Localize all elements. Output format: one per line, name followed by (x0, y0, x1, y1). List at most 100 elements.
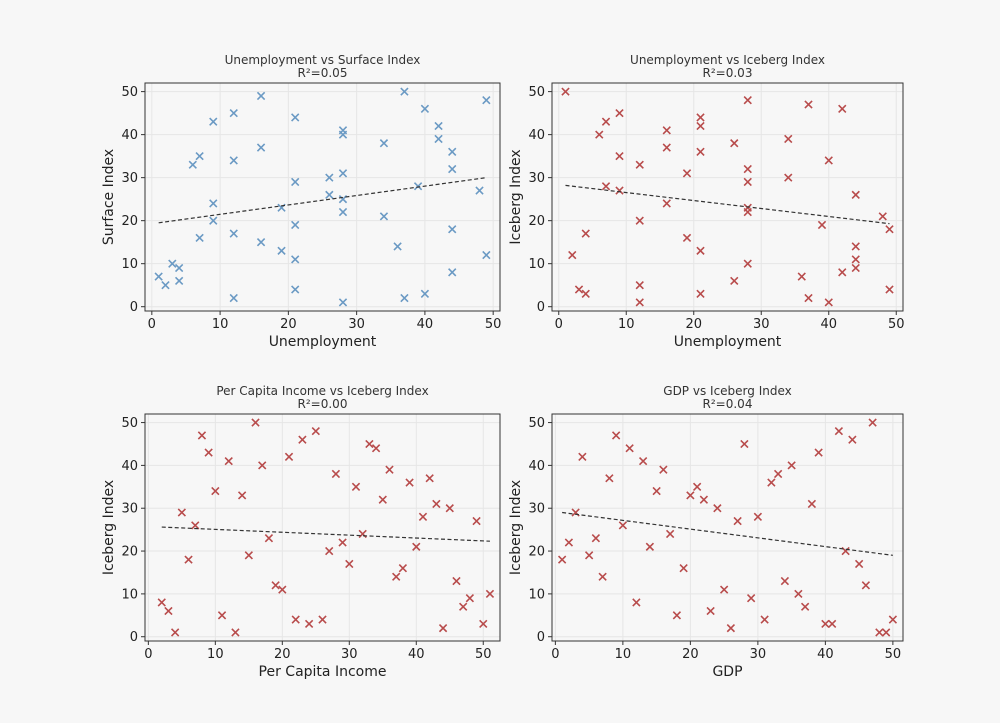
grid (145, 83, 500, 311)
data-point (398, 564, 408, 573)
y-tick-label: 30 (528, 171, 545, 186)
plot-frame (144, 413, 501, 642)
data-point (475, 186, 484, 195)
data-point (224, 456, 233, 466)
data-point (827, 619, 837, 629)
data-point (821, 619, 830, 629)
y-tick-label: 30 (121, 171, 138, 186)
data-point (686, 491, 695, 500)
x-axis-label: GDP (712, 664, 742, 680)
data-point (418, 512, 428, 521)
chart-panel-4: 0 10 20 30 40 50 0 10 20 30 40 50 GDP vs Iceberg Ind… (508, 384, 904, 680)
data-point (851, 242, 860, 251)
data-point (682, 233, 692, 243)
y-tick-label: 20 (528, 214, 545, 229)
data-point (632, 598, 641, 607)
data-point (625, 444, 634, 453)
data-point (184, 555, 193, 564)
data-point (611, 431, 621, 440)
data-point (209, 216, 218, 225)
y-tick-label: 30 (528, 502, 545, 517)
data-point (645, 542, 655, 551)
data-point (291, 255, 300, 264)
data-point (237, 491, 247, 500)
data-point (358, 529, 367, 539)
x-tick-label: 30 (341, 647, 358, 662)
trend-line (158, 177, 487, 224)
data-point (696, 147, 705, 156)
data-point (420, 289, 430, 298)
data-point (598, 572, 607, 581)
data-point (662, 126, 671, 135)
data-point (209, 199, 218, 208)
data-point (174, 276, 184, 286)
x-tick-label: 30 (750, 647, 767, 662)
data-point (784, 173, 793, 182)
chart-subtitle: R²=0.04 (703, 397, 753, 411)
data-point (838, 268, 847, 277)
data-point (291, 615, 300, 624)
data-point (743, 207, 752, 217)
data-point (195, 233, 204, 243)
data-point (743, 177, 752, 187)
data-point (561, 87, 570, 96)
chart-title: Per Capita Income vs Iceberg Index (216, 384, 428, 398)
x-tick-label: 20 (280, 317, 297, 332)
data-point (325, 173, 334, 182)
data-point (229, 156, 238, 165)
data-point (400, 293, 409, 303)
data-point (807, 499, 817, 509)
x-tick-label: 10 (615, 647, 632, 662)
data-point (448, 268, 457, 277)
data-point (338, 538, 347, 547)
data-point (291, 285, 300, 294)
y-tick-label: 40 (528, 459, 545, 474)
data-point (157, 598, 166, 607)
data-point (591, 534, 601, 543)
data-point (706, 606, 715, 616)
data-point (696, 246, 705, 255)
plot-frame (144, 82, 501, 312)
data-point (740, 439, 749, 449)
x-tick-label: 20 (682, 647, 699, 662)
data-point (197, 431, 207, 440)
data-point (834, 426, 844, 436)
data-point (271, 581, 280, 590)
data-point (885, 225, 894, 234)
data-point (581, 289, 590, 298)
data-point (331, 469, 341, 479)
x-tick-label: 40 (817, 647, 834, 662)
data-point (479, 619, 488, 629)
chart-subtitle: R²=0.03 (703, 66, 753, 80)
data-point (730, 276, 739, 286)
data-point (385, 465, 394, 474)
data-point (817, 220, 827, 230)
data-point (231, 628, 240, 637)
data-point (601, 117, 611, 126)
y-tick-label: 20 (121, 545, 138, 560)
data-point (277, 246, 286, 255)
data-point (743, 259, 752, 268)
data-point (211, 486, 220, 496)
x-tick-label: 40 (417, 317, 434, 332)
data-point (888, 615, 898, 624)
data-point (318, 615, 327, 624)
x-tick-label: 30 (348, 317, 365, 332)
data-point (767, 478, 776, 487)
chart-panel-2: 0 10 20 30 40 50 0 10 20 30 40 50 Unemployment vs Ic… (508, 53, 905, 350)
data-point (615, 186, 624, 195)
data-point (177, 508, 187, 517)
y-tick-label: 20 (121, 214, 138, 229)
plot-frame (551, 413, 904, 642)
data-point (420, 104, 430, 113)
chart-subtitle: R²=0.00 (298, 397, 348, 411)
data-point (412, 542, 421, 551)
data-point (393, 242, 402, 251)
data-point (615, 151, 624, 161)
data-point (278, 585, 287, 594)
data-point (780, 576, 790, 586)
x-tick-label: 0 (144, 647, 152, 662)
y-tick-label: 10 (528, 257, 545, 272)
data-point (365, 439, 374, 449)
